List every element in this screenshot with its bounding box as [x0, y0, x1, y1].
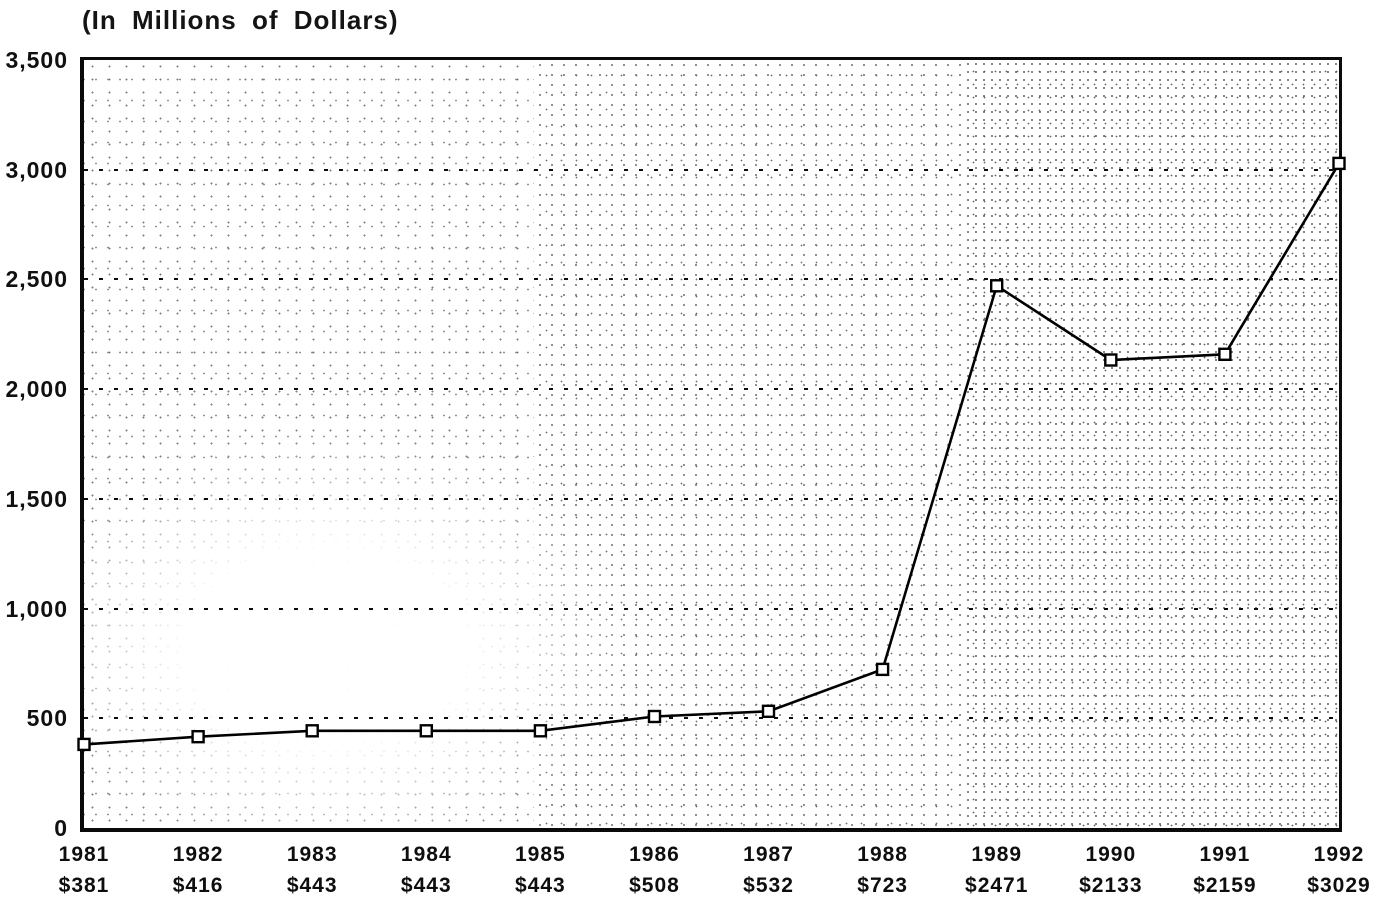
stipple-texture-right	[964, 60, 1339, 828]
data-point-marker-1988	[875, 662, 890, 677]
x-label-group-1990: 1990 $2133	[1079, 843, 1142, 898]
x-axis-value-label: $2159	[1193, 874, 1257, 897]
x-label-group-1986: 1986 $508	[629, 843, 680, 898]
x-axis-labels: 1981 $381 1982 $416 1983 $443 1984 $443 1985 $443…	[0, 843, 1378, 905]
data-point-marker-1990	[1104, 353, 1118, 367]
y-tick-label-1500: 1,500	[5, 485, 68, 512]
x-axis-year-label: 1990	[1085, 843, 1137, 866]
data-point-marker-1983	[305, 724, 319, 738]
data-point-marker-1991	[1218, 347, 1232, 361]
gridline-1500	[84, 497, 1339, 500]
data-point-marker-1985	[533, 724, 548, 738]
data-line	[83, 162, 1341, 746]
y-tick-label-500: 500	[26, 705, 68, 732]
x-label-group-1983: 1983 $443	[287, 843, 338, 898]
y-tick-label-3500: 3,500	[5, 47, 68, 73]
x-label-group-1984: 1984 $443	[401, 843, 452, 898]
x-label-group-1988: 1988 $723	[857, 843, 908, 898]
data-point-marker-1987	[761, 704, 776, 718]
x-axis-value-label: $416	[172, 874, 224, 897]
x-axis-value-label: $443	[515, 874, 566, 897]
x-axis-year-label: 1989	[971, 843, 1023, 866]
x-axis-year-label: 1981	[58, 843, 110, 866]
x-axis-year-label: 1991	[1199, 843, 1251, 866]
x-axis-year-label: 1986	[629, 843, 680, 866]
x-label-group-1992: 1992 $3029	[1307, 843, 1370, 898]
x-axis-value-label: $723	[857, 874, 908, 897]
x-axis-year-label: 1985	[515, 843, 566, 866]
x-axis-year-label: 1982	[172, 843, 224, 866]
gridline-2500	[84, 278, 1339, 281]
data-point-marker-1981	[77, 737, 91, 752]
x-axis-value-label: $3029	[1307, 874, 1371, 897]
stipple-white-fade	[84, 350, 724, 828]
y-tick-label-1000: 1,000	[5, 595, 68, 622]
x-label-group-1981: 1981 $381	[59, 843, 110, 898]
x-axis-year-label: 1987	[743, 843, 794, 866]
data-line-svg	[77, 156, 1346, 752]
x-label-group-1982: 1982 $416	[173, 843, 224, 898]
x-label-group-1987: 1987 $532	[743, 843, 794, 898]
x-axis-value-label: $381	[58, 874, 110, 897]
x-label-group-1985: 1985 $443	[515, 843, 566, 898]
x-axis-year-label: 1983	[286, 843, 338, 866]
gridline-500	[84, 717, 1339, 720]
x-axis-value-label: $2133	[1079, 874, 1143, 897]
gridline-2000	[84, 388, 1339, 391]
y-tick-label-3000: 3,000	[5, 156, 68, 183]
gridline-1000	[84, 607, 1339, 610]
x-axis-value-label: $443	[400, 874, 452, 897]
data-point-marker-1992	[1332, 156, 1346, 171]
x-axis-value-label: $2471	[965, 874, 1029, 897]
y-tick-label-2000: 2,000	[5, 376, 68, 403]
x-axis-value-label: $508	[629, 874, 680, 897]
x-axis-value-label: $443	[286, 874, 338, 897]
y-tick-label-0: 0	[54, 815, 68, 841]
x-axis-year-label: 1992	[1313, 843, 1365, 866]
plot-area	[77, 57, 1346, 832]
x-label-group-1991: 1991 $2159	[1193, 843, 1256, 898]
data-point-marker-1982	[191, 730, 205, 744]
chart-title: (In Millions of Dollars)	[82, 5, 399, 35]
data-point-marker-1986	[647, 709, 662, 724]
x-label-group-1989: 1989 $2471	[965, 843, 1028, 898]
y-tick-label-2500: 2,500	[5, 266, 68, 293]
x-axis-year-label: 1984	[400, 843, 452, 866]
gridline-3000	[84, 168, 1339, 171]
data-point-marker-1984	[419, 724, 433, 738]
data-point-marker-1989	[990, 279, 1004, 293]
x-axis-value-label: $532	[743, 874, 794, 897]
x-axis-year-label: 1988	[857, 843, 908, 866]
